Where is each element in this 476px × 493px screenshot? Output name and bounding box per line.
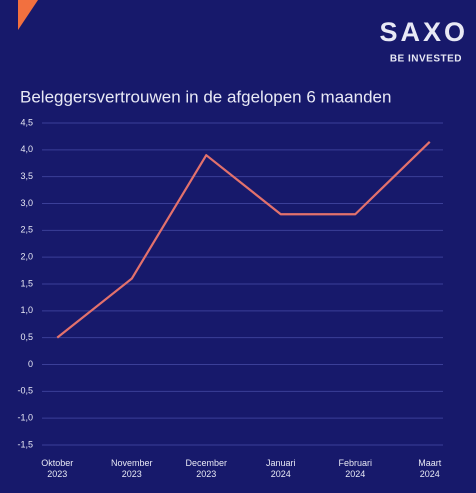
y-tick-label: 4,5: [20, 117, 33, 127]
x-tick-label: Januari 2024: [266, 458, 296, 479]
y-tick-label: 1,5: [20, 278, 33, 288]
y-tick-label: -0,5: [17, 386, 33, 396]
y-tick-label: 3,5: [20, 171, 33, 181]
x-tick-label: December 2023: [185, 458, 227, 479]
x-tick-label: Maart 2024: [418, 458, 442, 479]
chart-title: Beleggersvertrouwen in de afgelopen 6 ma…: [20, 87, 391, 106]
y-tick-label: 3,0: [20, 198, 33, 208]
y-tick-label: -1,5: [17, 439, 33, 449]
x-tick-label: November 2023: [111, 458, 153, 479]
y-tick-label: 4,0: [20, 144, 33, 154]
y-tick-label: 2,0: [20, 252, 33, 262]
data-line: [56, 140, 431, 339]
x-tick-label: Februari 2024: [338, 458, 372, 479]
brand-tagline: BE INVESTED: [390, 54, 462, 65]
y-tick-label: 0,5: [20, 332, 33, 342]
brand-logo: SAXO: [379, 17, 468, 47]
y-tick-label: 0: [28, 359, 33, 369]
y-tick-label: 1,0: [20, 305, 33, 315]
corner-accent: [18, 0, 38, 30]
x-tick-label: Oktober 2023: [41, 458, 73, 479]
y-tick-label: -1,0: [17, 413, 33, 423]
y-tick-label: 2,5: [20, 225, 33, 235]
